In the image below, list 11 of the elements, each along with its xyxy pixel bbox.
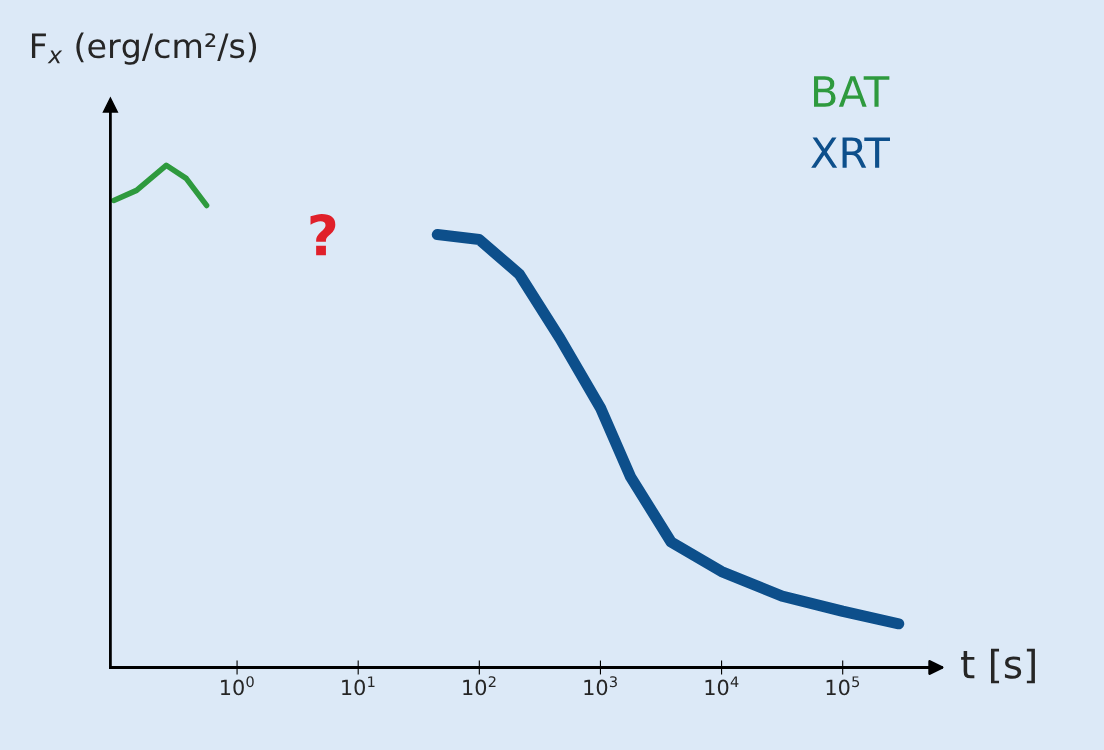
x-tick-label: 10$^{5}$ — [826, 676, 860, 696]
x-tick-label: 10$^{2}$ — [463, 676, 496, 696]
y-axis-title: F$_{x}$ (erg/cm²/s) — [31, 32, 257, 65]
x-tick-label: 10$^{3}$ — [584, 676, 617, 696]
x-tick-label: 10$^{1}$ — [342, 676, 375, 696]
annotation: ? — [310, 214, 336, 256]
x-tick-label: 10$^{0}$ — [221, 676, 254, 696]
text: XRT — [811, 137, 890, 168]
text: BAT — [814, 76, 890, 107]
x-axis-title: t [s] — [961, 648, 1035, 684]
x-tick-label: 10$^{4}$ — [705, 676, 739, 696]
